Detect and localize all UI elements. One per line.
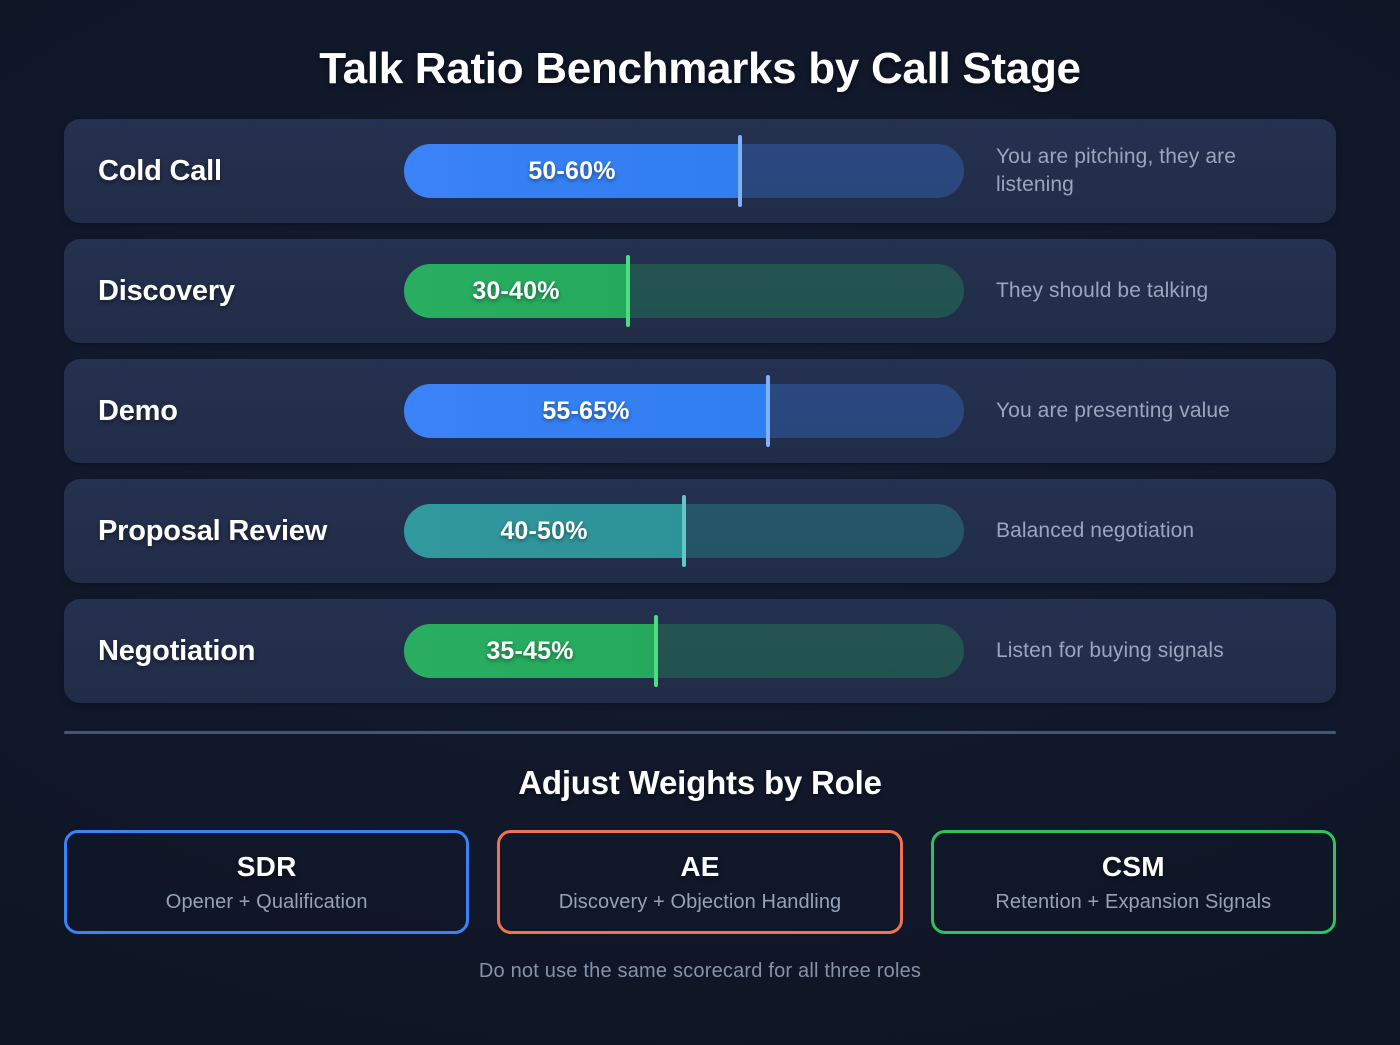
stage-name: Negotiation	[98, 634, 256, 667]
stage-bar[interactable]: 50-60%	[404, 135, 964, 207]
bar-marker	[766, 375, 770, 447]
benchmark-row[interactable]: Demo 55-65% You are presenting value	[64, 359, 1336, 463]
bar-range-label: 35-45%	[486, 636, 574, 665]
role-card-csm[interactable]: CSM Retention + Expansion Signals	[930, 830, 1336, 934]
stage-name: Discovery	[98, 274, 235, 307]
bar-track: 40-50%	[404, 495, 964, 567]
benchmark-row[interactable]: Negotiation 35-45% Listen for buying sig…	[64, 599, 1336, 703]
stage-description: You are pitching, they are listening	[996, 144, 1236, 196]
bar-range-label: 55-65%	[542, 396, 630, 425]
bar-marker	[738, 135, 742, 207]
role-card-sdr[interactable]: SDR Opener + Qualification	[64, 830, 470, 934]
stage-bar[interactable]: 55-65%	[404, 375, 964, 447]
stage-bar[interactable]: 40-50%	[404, 495, 964, 567]
benchmark-list: Cold Call 50-60% You are pitching, they …	[64, 119, 1336, 703]
bar-track: 30-40%	[404, 255, 964, 327]
role-name: SDR	[236, 850, 297, 882]
bar-fill: 30-40%	[404, 264, 628, 318]
bar-range-label: 40-50%	[500, 516, 588, 545]
stage-description: Balanced negotiation	[996, 518, 1195, 542]
benchmark-row[interactable]: Discovery 30-40% They should be talking	[64, 239, 1336, 343]
role-subtitle: Discovery + Objection Handling	[558, 890, 842, 913]
bar-track: 50-60%	[404, 135, 964, 207]
bar-range-label: 50-60%	[528, 156, 616, 185]
bar-marker	[626, 255, 630, 327]
bar-marker	[682, 495, 686, 567]
role-card-list: SDR Opener + Qualification AE Discovery …	[64, 830, 1336, 934]
stage-name: Cold Call	[98, 154, 222, 187]
benchmark-row[interactable]: Cold Call 50-60% You are pitching, they …	[64, 119, 1336, 223]
role-subtitle: Retention + Expansion Signals	[995, 890, 1272, 913]
role-card-ae[interactable]: AE Discovery + Objection Handling	[497, 830, 903, 934]
roles-section-title: Adjust Weights by Role	[518, 764, 882, 801]
stage-name: Proposal Review	[98, 514, 328, 547]
bar-marker	[654, 615, 658, 687]
bar-track: 35-45%	[404, 615, 964, 687]
page-title: Talk Ratio Benchmarks by Call Stage	[319, 44, 1081, 93]
section-divider	[64, 731, 1336, 734]
bar-range-label: 30-40%	[472, 276, 560, 305]
bar-track: 55-65%	[404, 375, 964, 447]
role-subtitle: Opener + Qualification	[165, 890, 368, 913]
bar-fill: 50-60%	[404, 144, 740, 198]
stage-description: Listen for buying signals	[996, 638, 1224, 662]
role-name: AE	[680, 850, 720, 882]
bar-fill: 40-50%	[404, 504, 684, 558]
stage-name: Demo	[98, 394, 178, 427]
footer-note: Do not use the same scorecard for all th…	[478, 960, 922, 982]
bar-fill: 35-45%	[404, 624, 656, 678]
stage-description: You are presenting value	[996, 398, 1230, 422]
stage-bar[interactable]: 35-45%	[404, 615, 964, 687]
role-name: CSM	[1101, 850, 1165, 882]
benchmark-row[interactable]: Proposal Review 40-50% Balanced negotiat…	[64, 479, 1336, 583]
bar-fill: 55-65%	[404, 384, 768, 438]
stage-bar[interactable]: 30-40%	[404, 255, 964, 327]
stage-description: They should be talking	[996, 278, 1209, 302]
